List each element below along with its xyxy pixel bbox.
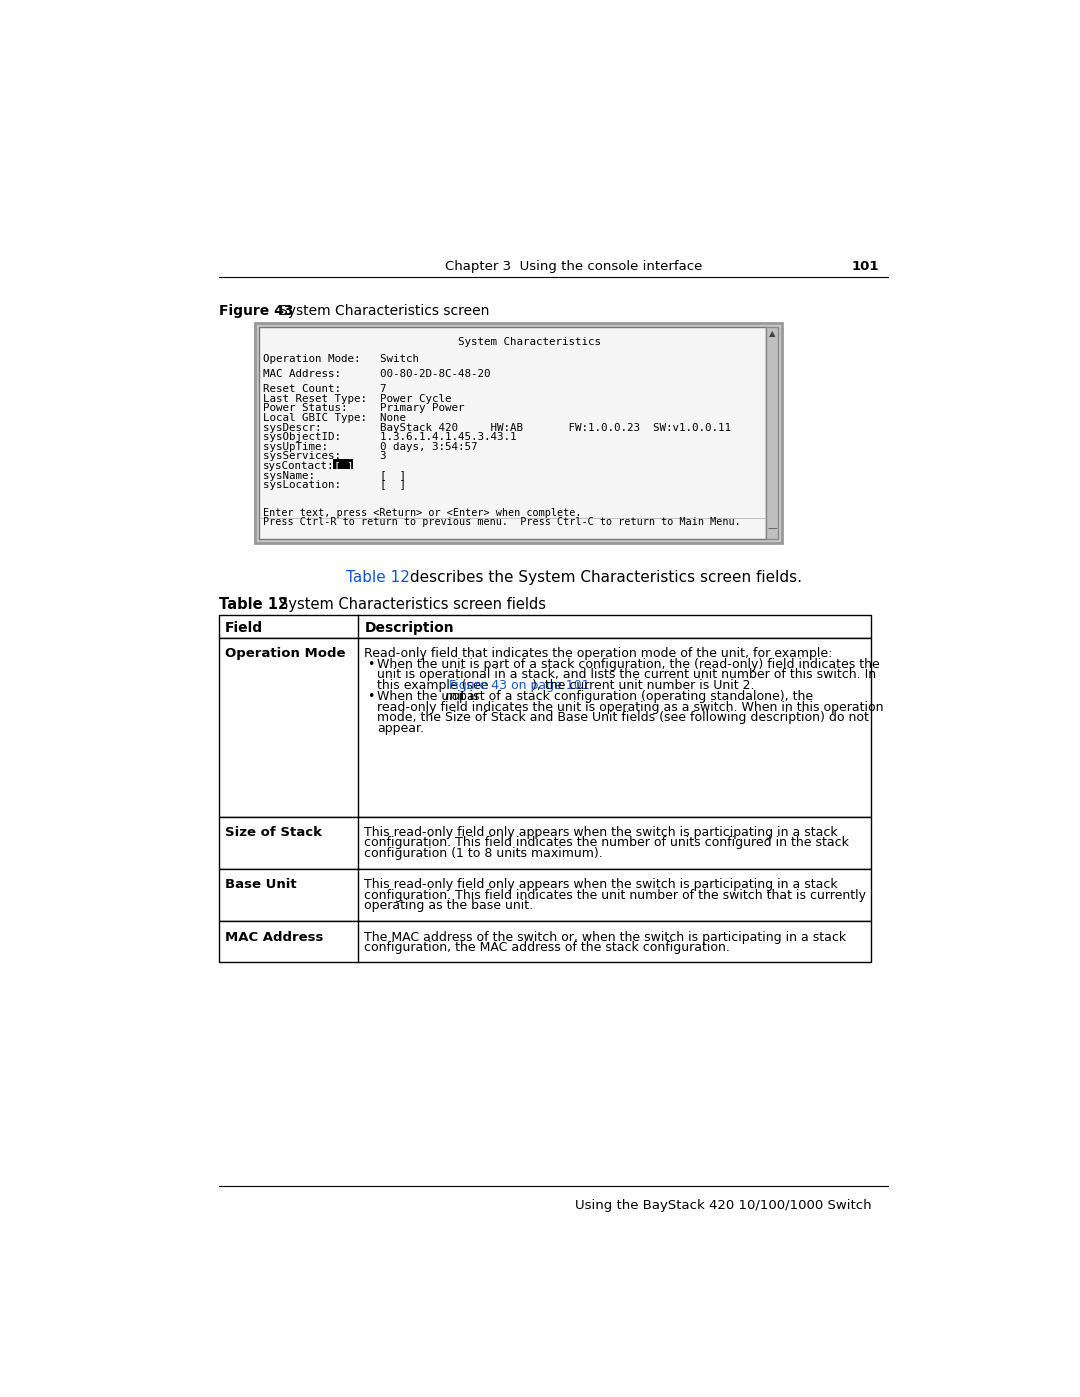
Bar: [218, 869, 872, 922]
Text: sysName:          [  ]: sysName: [ ]: [262, 471, 406, 481]
Text: This read-only field only appears when the switch is participating in a stack: This read-only field only appears when t…: [364, 826, 838, 840]
Text: part of a stack configuration (operating standalone), the: part of a stack configuration (operating…: [455, 690, 813, 704]
Text: Enter text, press <Return> or <Enter> when complete.: Enter text, press <Return> or <Enter> wh…: [262, 509, 581, 518]
Text: sysUpTime:        0 days, 3:54:57: sysUpTime: 0 days, 3:54:57: [262, 441, 477, 451]
Text: not: not: [445, 690, 465, 704]
Text: appear.: appear.: [377, 722, 423, 735]
Text: ▲: ▲: [769, 330, 775, 338]
Text: Last Reset Type:  Power Cycle: Last Reset Type: Power Cycle: [262, 394, 451, 404]
Text: When the unit is: When the unit is: [377, 690, 484, 704]
Text: Chapter 3  Using the console interface: Chapter 3 Using the console interface: [445, 260, 702, 272]
Bar: [218, 817, 872, 869]
Text: configuration. This field indicates the unit number of the switch that is curren: configuration. This field indicates the …: [364, 888, 866, 901]
Text: Local GBIC Type:  None: Local GBIC Type: None: [262, 414, 406, 423]
Bar: [218, 615, 872, 638]
Bar: [255, 323, 782, 542]
Text: •: •: [367, 690, 375, 704]
Text: Power Status:     Primary Power: Power Status: Primary Power: [262, 404, 464, 414]
Text: The MAC address of the switch or, when the switch is participating in a stack: The MAC address of the switch or, when t…: [364, 930, 847, 944]
Text: sysLocation:      [  ]: sysLocation: [ ]: [262, 481, 406, 490]
Text: Field: Field: [225, 622, 264, 636]
Text: System Characteristics screen: System Characteristics screen: [279, 305, 489, 319]
Bar: [218, 922, 872, 961]
Text: System Characteristics screen fields: System Characteristics screen fields: [279, 597, 546, 612]
Text: Base Unit: Base Unit: [225, 879, 297, 891]
Text: Table 12: Table 12: [218, 597, 288, 612]
Text: read-only field indicates the unit is operating as a switch. When in this operat: read-only field indicates the unit is op…: [377, 701, 883, 714]
Text: Using the BayStack 420 10/100/1000 Switch: Using the BayStack 420 10/100/1000 Switc…: [575, 1200, 872, 1213]
Text: —: —: [767, 522, 777, 532]
Text: sysDescr:         BayStack 420     HW:AB       FW:1.0.0.23  SW:v1.0.0.11: sysDescr: BayStack 420 HW:AB FW:1.0.0.23…: [262, 422, 731, 433]
Text: Table 12: Table 12: [346, 570, 409, 584]
Text: ), the current unit number is Unit 2.: ), the current unit number is Unit 2.: [532, 679, 755, 692]
Bar: [218, 638, 872, 817]
Text: operating as the base unit.: operating as the base unit.: [364, 900, 534, 912]
Text: MAC Address:      00-80-2D-8C-48-20: MAC Address: 00-80-2D-8C-48-20: [262, 369, 490, 379]
Text: When the unit is part of a stack configuration, the (read-only) field indicates : When the unit is part of a stack configu…: [377, 658, 879, 671]
Text: Operation Mode: Operation Mode: [225, 647, 346, 661]
Text: Description: Description: [364, 622, 454, 636]
Text: Press Ctrl-R to return to previous menu.  Press Ctrl-C to return to Main Menu.: Press Ctrl-R to return to previous menu.…: [262, 517, 741, 527]
Text: sysObjectID:      1.3.6.1.4.1.45.3.43.1: sysObjectID: 1.3.6.1.4.1.45.3.43.1: [262, 432, 516, 441]
Text: [ ]: [ ]: [334, 461, 353, 471]
Text: sysContact:: sysContact:: [262, 461, 335, 471]
Bar: [259, 327, 766, 539]
Text: mode, the Size of Stack and Base Unit fields (see following description) do not: mode, the Size of Stack and Base Unit fi…: [377, 711, 868, 724]
Text: Figure 43: Figure 43: [218, 305, 293, 319]
Text: Read-only field that indicates the operation mode of the unit, for example:: Read-only field that indicates the opera…: [364, 647, 833, 661]
Text: unit is operational in a stack, and lists the current unit number of this switch: unit is operational in a stack, and list…: [377, 668, 876, 682]
Text: Size of Stack: Size of Stack: [225, 826, 322, 840]
Text: describes the System Characteristics screen fields.: describes the System Characteristics scr…: [405, 570, 802, 584]
Text: configuration (1 to 8 units maximum).: configuration (1 to 8 units maximum).: [364, 847, 603, 859]
Text: MAC Address: MAC Address: [225, 930, 323, 944]
Text: Operation Mode:   Switch: Operation Mode: Switch: [262, 353, 419, 365]
Text: •: •: [367, 658, 375, 671]
Text: 101: 101: [851, 260, 879, 272]
Bar: [333, 460, 353, 469]
Text: This read-only field only appears when the switch is participating in a stack: This read-only field only appears when t…: [364, 879, 838, 891]
Text: configuration. This field indicates the number of units configured in the stack: configuration. This field indicates the …: [364, 837, 849, 849]
Text: Figure 43 on page 101: Figure 43 on page 101: [448, 679, 590, 692]
Text: sysServices:      3: sysServices: 3: [262, 451, 387, 461]
Text: this example (see: this example (see: [377, 679, 492, 692]
Text: System Characteristics: System Characteristics: [458, 337, 602, 346]
Text: Reset Count:      7: Reset Count: 7: [262, 384, 387, 394]
Text: configuration, the MAC address of the stack configuration.: configuration, the MAC address of the st…: [364, 942, 730, 954]
Bar: [766, 327, 779, 539]
